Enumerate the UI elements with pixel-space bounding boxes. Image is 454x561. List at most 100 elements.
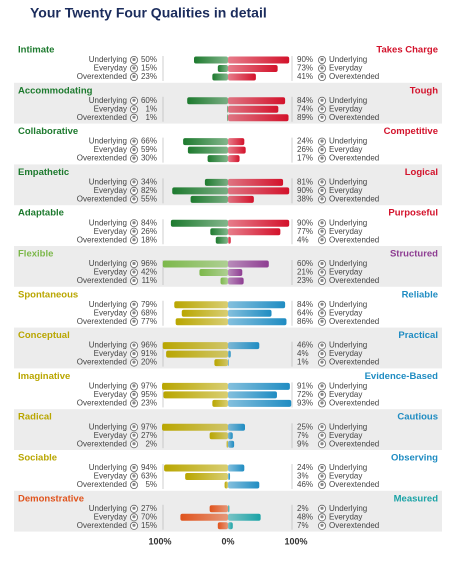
face-icon xyxy=(132,343,136,347)
face-icon xyxy=(132,302,136,306)
bar xyxy=(163,391,228,399)
value-label: 96% xyxy=(141,259,157,268)
face-icon xyxy=(132,278,136,283)
face-icon xyxy=(320,343,324,347)
face-icon xyxy=(132,98,136,102)
left-quality: Flexible xyxy=(18,249,53,260)
level-label: Overextended xyxy=(329,235,379,244)
face-icon xyxy=(132,482,136,487)
bar xyxy=(212,73,228,81)
value-label: 4% xyxy=(297,235,309,244)
bar xyxy=(228,399,292,407)
value-label: 79% xyxy=(141,300,157,309)
face-icon xyxy=(132,229,136,233)
face-icon xyxy=(320,523,324,527)
level-label: Everyday xyxy=(94,64,127,73)
bar xyxy=(194,56,228,64)
level-label: Underlying xyxy=(89,341,127,350)
face-icon xyxy=(132,360,136,364)
bar xyxy=(228,219,290,227)
value-label: 42% xyxy=(141,268,157,277)
level-label: Underlying xyxy=(329,178,367,187)
level-label: Underlying xyxy=(329,463,367,472)
value-label: 1% xyxy=(297,358,309,367)
value-label: 3% xyxy=(297,472,309,481)
level-label: Overextended xyxy=(77,195,127,204)
bar xyxy=(181,309,228,317)
level-label: Overextended xyxy=(77,399,127,408)
bar xyxy=(228,178,284,186)
value-label: 90% xyxy=(297,55,313,64)
bar xyxy=(212,399,228,407)
bar xyxy=(224,481,228,489)
face-icon xyxy=(320,180,324,184)
face-icon xyxy=(132,261,136,266)
level-label: Overextended xyxy=(77,480,127,489)
left-quality: Empathetic xyxy=(18,167,69,178)
value-label: 7% xyxy=(297,431,309,440)
value-label: 97% xyxy=(141,422,157,431)
face-icon xyxy=(320,74,324,79)
level-label: Everyday xyxy=(329,104,362,113)
value-label: 60% xyxy=(297,259,313,268)
face-icon xyxy=(320,57,324,62)
left-quality: Collaborative xyxy=(18,126,78,137)
face-icon xyxy=(132,506,136,510)
face-icon xyxy=(132,197,136,201)
face-icon xyxy=(132,384,136,388)
face-icon xyxy=(132,425,136,429)
value-label: 48% xyxy=(297,512,313,521)
level-label: Everyday xyxy=(94,390,127,399)
right-quality: Practical xyxy=(398,330,438,341)
right-quality: Logical xyxy=(405,167,438,178)
bar xyxy=(228,423,245,431)
level-label: Overextended xyxy=(77,521,127,530)
level-label: Underlying xyxy=(89,422,127,431)
value-label: 2% xyxy=(297,504,309,513)
level-label: Overextended xyxy=(329,399,379,408)
bar xyxy=(174,301,228,309)
bar xyxy=(228,56,290,64)
bar xyxy=(227,114,228,122)
bar xyxy=(228,260,269,268)
bar xyxy=(228,187,290,195)
face-icon xyxy=(132,180,136,184)
bar xyxy=(228,301,286,309)
bar xyxy=(228,473,231,480)
level-label: Underlying xyxy=(329,55,367,64)
level-label: Underlying xyxy=(89,382,127,391)
value-label: 46% xyxy=(297,480,313,489)
face-icon xyxy=(132,401,136,405)
face-icon xyxy=(320,302,324,306)
right-quality: Purposeful xyxy=(388,208,438,219)
face-icon xyxy=(320,107,324,111)
value-label: 94% xyxy=(141,463,157,472)
value-label: 59% xyxy=(141,145,157,154)
left-quality: Adaptable xyxy=(18,208,64,219)
face-icon xyxy=(132,139,136,143)
value-label: 73% xyxy=(297,64,313,73)
bar xyxy=(220,277,228,285)
bar xyxy=(207,155,228,163)
face-icon xyxy=(320,156,324,160)
bar xyxy=(180,513,228,521)
face-icon xyxy=(320,506,324,510)
face-icon xyxy=(132,311,136,315)
face-icon xyxy=(320,384,324,388)
face-icon xyxy=(132,57,136,62)
bar xyxy=(227,105,228,113)
level-label: Overextended xyxy=(77,358,127,367)
level-label: Underlying xyxy=(329,504,367,513)
face-icon xyxy=(320,392,324,396)
level-label: Underlying xyxy=(329,137,367,146)
bar xyxy=(228,382,290,390)
value-label: 4% xyxy=(297,349,309,358)
face-icon xyxy=(132,238,136,242)
value-label: 64% xyxy=(297,308,313,317)
bar xyxy=(228,105,279,113)
value-label: 11% xyxy=(142,276,157,285)
level-label: Underlying xyxy=(329,259,367,268)
bar xyxy=(209,432,228,440)
value-label: 74% xyxy=(297,104,313,113)
bar xyxy=(187,97,228,105)
